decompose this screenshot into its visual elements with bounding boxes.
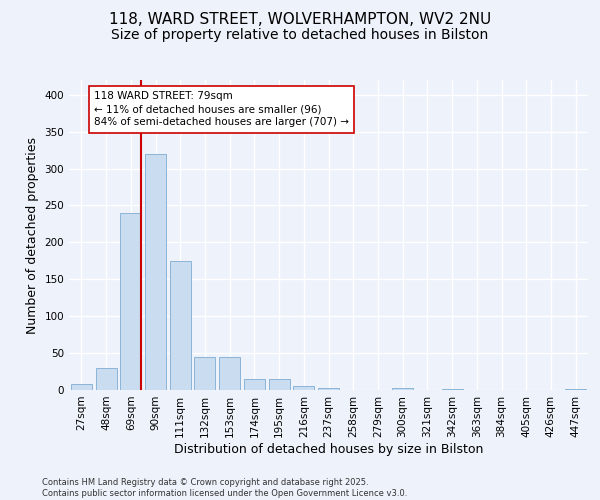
Bar — [392, 388, 413, 390]
X-axis label: Distribution of detached houses by size in Bilston: Distribution of detached houses by size … — [174, 442, 483, 456]
Bar — [95, 368, 116, 390]
Bar — [565, 388, 586, 390]
Bar — [293, 386, 314, 390]
Bar — [145, 154, 166, 390]
Text: Contains HM Land Registry data © Crown copyright and database right 2025.
Contai: Contains HM Land Registry data © Crown c… — [42, 478, 407, 498]
Y-axis label: Number of detached properties: Number of detached properties — [26, 136, 39, 334]
Bar — [318, 388, 339, 390]
Text: 118, WARD STREET, WOLVERHAMPTON, WV2 2NU: 118, WARD STREET, WOLVERHAMPTON, WV2 2NU — [109, 12, 491, 28]
Bar — [170, 261, 191, 390]
Text: 118 WARD STREET: 79sqm
← 11% of detached houses are smaller (96)
84% of semi-det: 118 WARD STREET: 79sqm ← 11% of detached… — [94, 91, 349, 128]
Bar — [269, 379, 290, 390]
Text: Size of property relative to detached houses in Bilston: Size of property relative to detached ho… — [112, 28, 488, 42]
Bar — [71, 384, 92, 390]
Bar — [120, 213, 141, 390]
Bar — [244, 379, 265, 390]
Bar — [219, 357, 240, 390]
Bar — [194, 357, 215, 390]
